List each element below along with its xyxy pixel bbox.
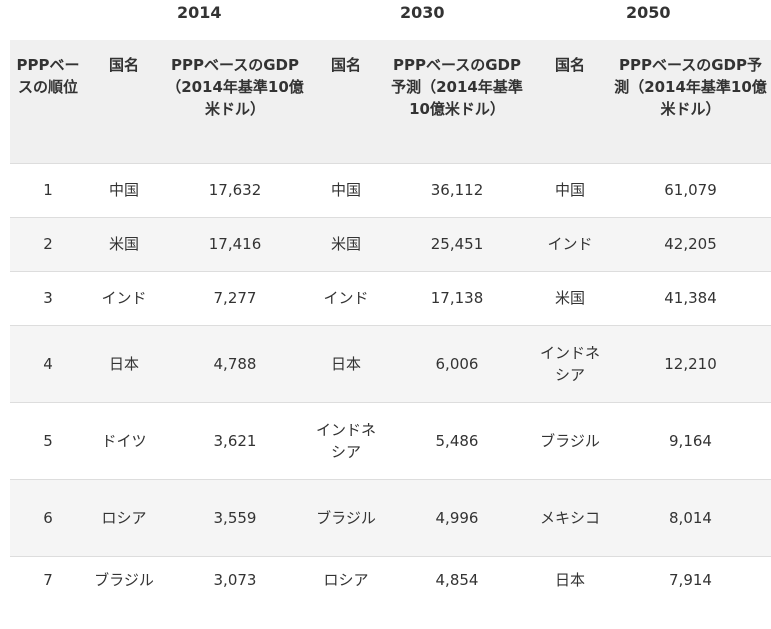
gdp-2050-cell: 8,014: [610, 479, 771, 556]
gdp-2014-cell: 3,559: [162, 479, 308, 556]
table-row: 1 中国 17,632 中国 36,112 中国 61,079: [10, 163, 771, 217]
gdp-2050-cell: 7,914: [669, 570, 712, 589]
year-2030-heading: 2030: [400, 3, 445, 22]
gdp-2030-cell: 5,486: [435, 431, 479, 450]
header-country-2050: 国名: [530, 40, 610, 163]
country-2050-cell: インドネシア: [530, 325, 610, 402]
rank-cell: 4: [10, 325, 86, 402]
gdp-2014-cell: 3,073: [213, 570, 257, 589]
year-2014-heading: 2014: [177, 3, 222, 22]
gdp-2050-cell: 12,210: [610, 325, 771, 402]
gdp-2030-cell: 6,006: [384, 325, 530, 402]
country-2014-cell: ブラジル: [94, 570, 154, 589]
country-2050-cell: インド: [530, 217, 610, 271]
country-2030-cell: ロシア: [323, 570, 369, 589]
table-row: 2 米国 17,416 米国 25,451 インド 42,205: [10, 217, 771, 271]
gdp-2050-cell: 9,164: [669, 431, 712, 450]
gdp-2030-cell: 25,451: [384, 217, 530, 271]
header-rank: PPPベースの順位: [10, 40, 86, 163]
gdp-2014-cell: 3,621: [213, 431, 257, 450]
rank-cell: 5: [43, 431, 53, 450]
gdp-2014-cell: 4,788: [162, 325, 308, 402]
country-2030-cell: 中国: [330, 181, 361, 199]
country-2030-cell: 日本: [308, 325, 384, 402]
country-2030-cell: インド: [323, 289, 369, 307]
header-country-2030: 国名: [308, 40, 384, 163]
country-2014-cell: ドイツ: [101, 431, 147, 450]
rank-cell: 7: [43, 570, 53, 589]
country-2030-cell: インドネシア: [315, 420, 376, 461]
rank-cell: 1: [43, 181, 53, 199]
table-header-row: PPPベースの順位 国名 PPPベースのGDP（2014年基準10億米ドル） 国…: [10, 40, 771, 163]
country-2050-cell: メキシコ: [530, 479, 610, 556]
gdp-2050-cell: 41,384: [664, 289, 717, 307]
table-row: 5 ドイツ 3,621 インドネシア 5,486 ブラジル 9,164: [10, 402, 771, 479]
country-2014-cell: ロシア: [86, 479, 162, 556]
header-gdp-2030: PPPベースのGDP予測（2014年基準10億米ドル）: [384, 40, 530, 163]
gdp-2050-cell: 61,079: [664, 181, 717, 199]
table-row: 4 日本 4,788 日本 6,006 インドネシア 12,210: [10, 325, 771, 402]
gdp-2050-cell: 42,205: [610, 217, 771, 271]
country-2050-cell: 中国: [554, 181, 585, 199]
gdp-2014-cell: 7,277: [213, 289, 257, 307]
table-row: 6 ロシア 3,559 ブラジル 4,996 メキシコ 8,014: [10, 479, 771, 556]
country-2030-cell: 米国: [308, 217, 384, 271]
table-row: 3 インド 7,277 インド 17,138 米国 41,384: [10, 271, 771, 325]
gdp-2014-cell: 17,632: [208, 181, 262, 199]
gdp-2014-cell: 17,416: [162, 217, 308, 271]
header-gdp-2050: PPPベースのGDP予測（2014年基準10億米ドル）: [610, 40, 771, 163]
country-2014-cell: 日本: [86, 325, 162, 402]
country-2030-cell: ブラジル: [308, 479, 384, 556]
gdp-2030-cell: 36,112: [430, 181, 484, 199]
header-gdp-2014: PPPベースのGDP（2014年基準10億米ドル）: [162, 40, 308, 163]
gdp-2030-cell: 4,854: [435, 570, 479, 589]
gdp-2030-cell: 4,996: [384, 479, 530, 556]
header-country-2014: 国名: [86, 40, 162, 163]
country-2050-cell: ブラジル: [540, 431, 600, 450]
country-2014-cell: インド: [101, 289, 147, 307]
year-2050-heading: 2050: [626, 3, 671, 22]
country-2050-cell: 米国: [554, 289, 585, 307]
rank-cell: 6: [10, 479, 86, 556]
rank-cell: 3: [43, 289, 53, 307]
country-2014-cell: 中国: [108, 181, 139, 199]
gdp-ranking-table: PPPベースの順位 国名 PPPベースのGDP（2014年基準10億米ドル） 国…: [10, 40, 771, 629]
country-2050-cell: 日本: [554, 570, 585, 589]
year-headers: 2014 2030 2050: [0, 0, 771, 40]
country-2014-cell: 米国: [86, 217, 162, 271]
gdp-2030-cell: 17,138: [430, 289, 484, 307]
rank-cell: 2: [10, 217, 86, 271]
table-row: 7 ブラジル 3,073 ロシア 4,854 日本 7,914: [10, 556, 771, 629]
